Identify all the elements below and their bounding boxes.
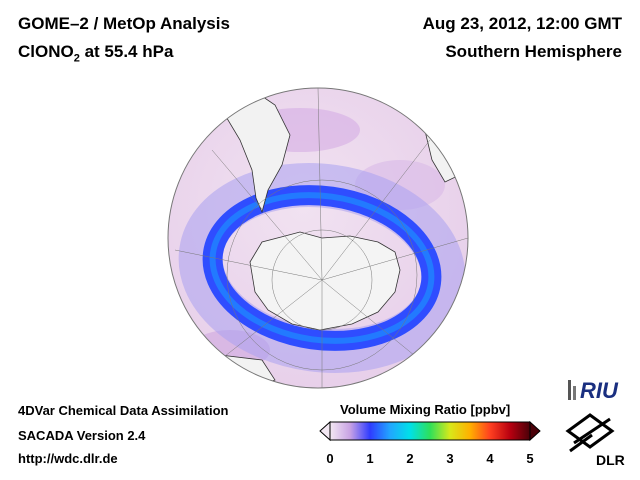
globe-outline bbox=[167, 87, 469, 389]
map-title: GOME–2 / MetOp Analysis bbox=[18, 14, 230, 33]
vortex-ring-core bbox=[209, 192, 435, 344]
species-level-title: ClONO2 at 55.4 hPa bbox=[18, 42, 173, 64]
dlr-logo-text: DLR bbox=[596, 452, 625, 468]
region-label: Southern Hemisphere bbox=[445, 42, 622, 61]
pressure-level: at 55.4 hPa bbox=[79, 42, 174, 61]
riu-logo-bar bbox=[573, 386, 576, 400]
antarctica-landmass bbox=[249, 231, 401, 331]
colorbar-tick-label: 1 bbox=[366, 451, 374, 466]
riu-logo-text: RIU bbox=[580, 378, 619, 403]
colorbar bbox=[319, 420, 541, 442]
colorbar-tick-label: 4 bbox=[486, 451, 494, 466]
colorbar-gradient bbox=[329, 421, 531, 441]
graticule bbox=[174, 88, 468, 388]
riu-logo: RIU bbox=[568, 378, 619, 403]
footer-line-2: SACADA Version 2.4 bbox=[18, 428, 146, 443]
dlr-logo-mark bbox=[565, 413, 615, 453]
south-america-landmass bbox=[217, 88, 291, 214]
riu-logo-bar bbox=[568, 380, 571, 400]
colorbar-tick-label: 3 bbox=[446, 451, 454, 466]
footer-line-1: 4DVar Chemical Data Assimilation bbox=[18, 403, 229, 418]
colorbar-left-arrow bbox=[319, 420, 331, 442]
colorbar-right-arrow bbox=[529, 420, 541, 442]
footer-url: http://wdc.dlr.de bbox=[18, 451, 118, 466]
analysis-date: Aug 23, 2012, 12:00 GMT bbox=[422, 14, 622, 33]
species-name: ClONO bbox=[18, 42, 74, 61]
dlr-logo: DLR bbox=[565, 413, 625, 468]
colorbar-tick-label: 0 bbox=[326, 451, 334, 466]
colorbar-tick-label: 5 bbox=[526, 451, 534, 466]
species-subscript: 2 bbox=[73, 52, 80, 65]
colorbar-title: Volume Mixing Ratio [ppbv] bbox=[340, 402, 511, 417]
colorbar-tick-label: 2 bbox=[406, 451, 414, 466]
